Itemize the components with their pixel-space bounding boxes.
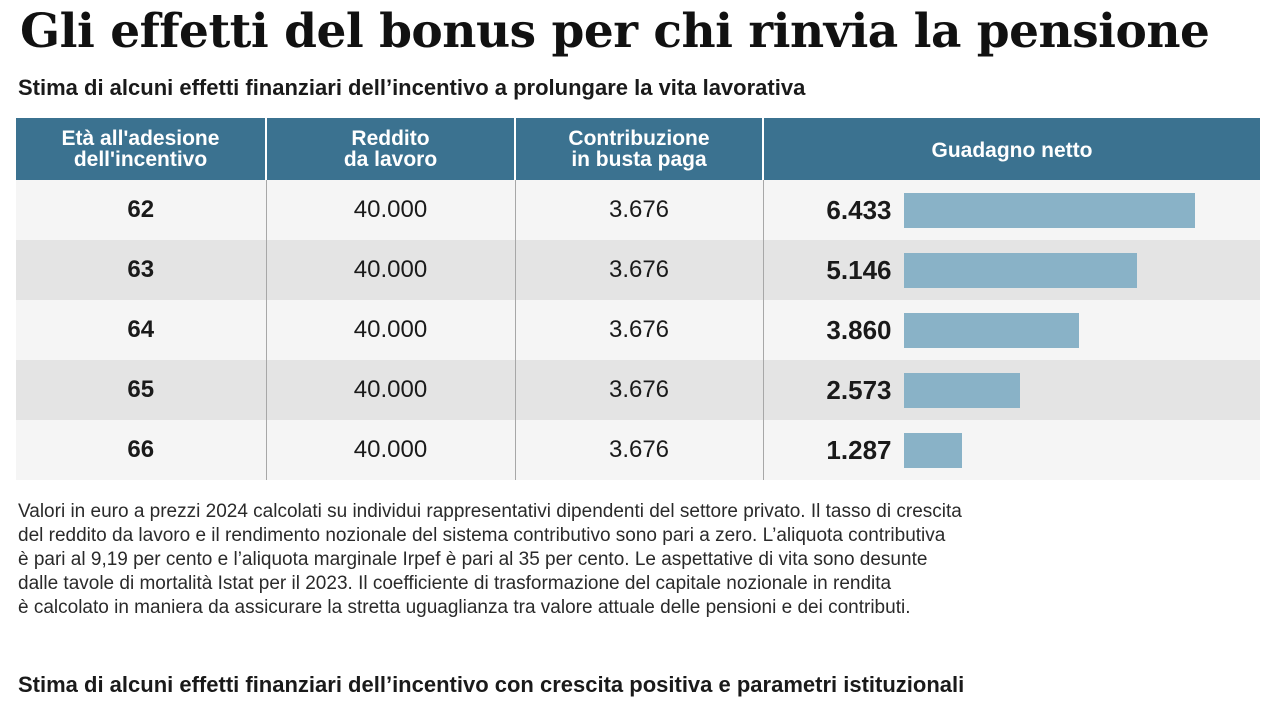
contribution-cell: 3.676 bbox=[515, 420, 764, 480]
gain-value: 1.287 bbox=[826, 435, 892, 465]
page-subtitle: Stima di alcuni effetti finanziari dell’… bbox=[18, 75, 806, 100]
gain-value: 2.573 bbox=[826, 375, 892, 405]
gain-bar bbox=[903, 433, 962, 468]
table-row: 66 40.000 3.676 1.287 bbox=[16, 420, 1260, 480]
gain-cell: 6.433 bbox=[763, 180, 1260, 240]
contribution-cell: 3.676 bbox=[515, 180, 764, 240]
methodology-notes: Valori in euro a prezzi 2024 calcolati s… bbox=[18, 500, 1268, 620]
gain-cell: 5.146 bbox=[763, 240, 1260, 300]
header-income-line-2: da lavoro bbox=[343, 148, 438, 171]
header-income-line-1: Reddito bbox=[351, 127, 430, 150]
contribution-cell: 3.676 bbox=[515, 240, 764, 300]
age-cell: 66 bbox=[16, 420, 267, 480]
table-row: 62 40.000 3.676 6.433 bbox=[16, 180, 1260, 240]
page-title: Gli effetti del bonus per chi rinvia la … bbox=[20, 4, 1210, 59]
header-age: Età all'adesione dell'incentivo bbox=[16, 118, 267, 180]
table-header-row: Età all'adesione dell'incentivo Reddito … bbox=[16, 118, 1260, 180]
header-net-gain: Guadagno netto bbox=[763, 118, 1260, 180]
header-contribution-line-2: in busta paga bbox=[571, 148, 707, 171]
age-cell: 62 bbox=[16, 180, 267, 240]
contribution-cell: 3.676 bbox=[515, 300, 764, 360]
note-line: Valori in euro a prezzi 2024 calcolati s… bbox=[18, 501, 962, 522]
note-line: è pari al 9,19 per cento e l’aliquota ma… bbox=[18, 549, 928, 570]
header-age-line-2: dell'incentivo bbox=[73, 148, 208, 171]
note-line: dalle tavole di mortalità Istat per il 2… bbox=[18, 573, 892, 594]
header-contribution: Contribuzione in busta paga bbox=[515, 118, 764, 180]
gain-bar bbox=[903, 373, 1020, 408]
income-cell: 40.000 bbox=[266, 180, 516, 240]
income-cell: 40.000 bbox=[266, 360, 516, 420]
header-age-line-1: Età all'adesione bbox=[61, 127, 220, 150]
gain-value: 6.433 bbox=[826, 195, 892, 225]
data-table: Età all'adesione dell'incentivo Reddito … bbox=[16, 118, 1260, 480]
gain-cell: 1.287 bbox=[763, 420, 1260, 480]
gain-bar bbox=[903, 313, 1079, 348]
age-cell: 64 bbox=[16, 300, 267, 360]
note-line: del reddito da lavoro e il rendimento no… bbox=[18, 525, 946, 546]
gain-value: 3.860 bbox=[826, 315, 892, 345]
gain-bar bbox=[903, 193, 1195, 228]
gain-cell: 2.573 bbox=[763, 360, 1260, 420]
income-cell: 40.000 bbox=[266, 300, 516, 360]
age-cell: 65 bbox=[16, 360, 267, 420]
note-line: è calcolato in maniera da assicurare la … bbox=[18, 597, 911, 618]
section-subtitle: Stima di alcuni effetti finanziari dell’… bbox=[18, 672, 965, 697]
age-cell: 63 bbox=[16, 240, 267, 300]
table-row: 64 40.000 3.676 3.860 bbox=[16, 300, 1260, 360]
table-row: 65 40.000 3.676 2.573 bbox=[16, 360, 1260, 420]
income-cell: 40.000 bbox=[266, 240, 516, 300]
gain-value: 5.146 bbox=[826, 255, 892, 285]
header-income: Reddito da lavoro bbox=[266, 118, 516, 180]
income-cell: 40.000 bbox=[266, 420, 516, 480]
contribution-cell: 3.676 bbox=[515, 360, 764, 420]
gain-cell: 3.860 bbox=[763, 300, 1260, 360]
gain-bar bbox=[903, 253, 1137, 288]
header-net-gain-label: Guadagno netto bbox=[931, 139, 1093, 162]
header-contribution-line-1: Contribuzione bbox=[568, 127, 710, 150]
table-row: 63 40.000 3.676 5.146 bbox=[16, 240, 1260, 300]
